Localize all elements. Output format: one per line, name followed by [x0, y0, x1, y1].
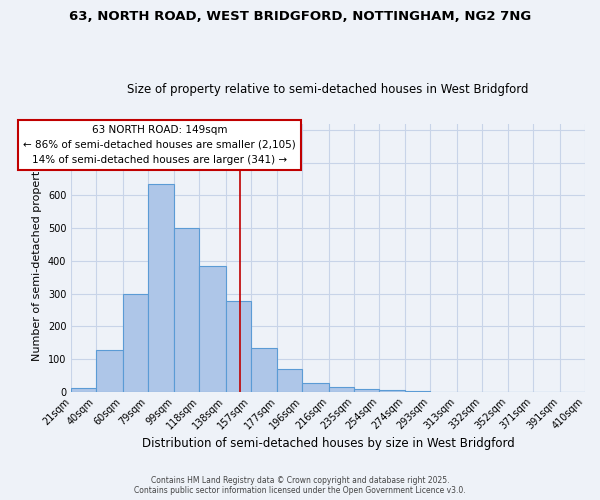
Bar	[71, 388, 97, 392]
Bar	[329, 388, 354, 392]
Bar	[379, 390, 406, 392]
Bar	[174, 228, 199, 392]
Text: 63 NORTH ROAD: 149sqm
← 86% of semi-detached houses are smaller (2,105)
14% of s: 63 NORTH ROAD: 149sqm ← 86% of semi-deta…	[23, 125, 296, 164]
Bar	[354, 389, 379, 392]
Text: 63, NORTH ROAD, WEST BRIDGFORD, NOTTINGHAM, NG2 7NG: 63, NORTH ROAD, WEST BRIDGFORD, NOTTINGH…	[69, 10, 531, 23]
Text: Contains HM Land Registry data © Crown copyright and database right 2025.
Contai: Contains HM Land Registry data © Crown c…	[134, 476, 466, 495]
Bar	[199, 266, 226, 392]
Y-axis label: Number of semi-detached properties: Number of semi-detached properties	[32, 154, 43, 360]
Bar	[277, 369, 302, 392]
Title: Size of property relative to semi-detached houses in West Bridgford: Size of property relative to semi-detach…	[127, 83, 529, 96]
Bar	[406, 390, 430, 392]
X-axis label: Distribution of semi-detached houses by size in West Bridgford: Distribution of semi-detached houses by …	[142, 437, 515, 450]
Bar	[302, 384, 329, 392]
Bar	[148, 184, 174, 392]
Bar	[123, 294, 148, 392]
Bar	[226, 301, 251, 392]
Bar	[251, 348, 277, 392]
Bar	[97, 350, 123, 392]
